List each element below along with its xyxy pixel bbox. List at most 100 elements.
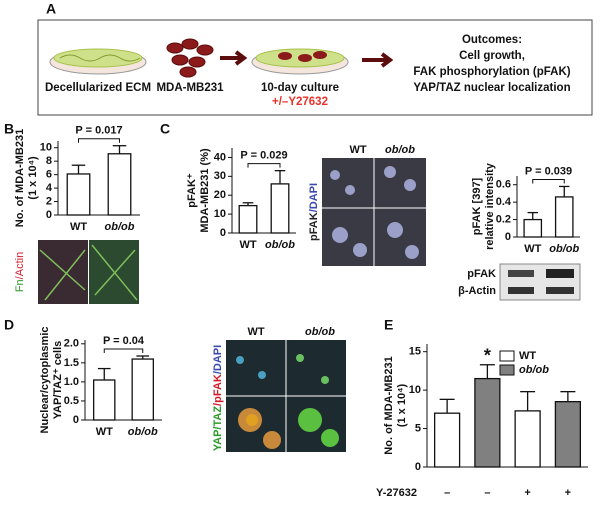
- y-tick-label: 1.0: [64, 376, 79, 388]
- bar: [514, 410, 541, 468]
- bar: [433, 412, 461, 468]
- y-axis-label: YAP/TAZ⁺ cells: [52, 341, 64, 420]
- arrow: [220, 50, 248, 66]
- significance-marker: *: [484, 346, 491, 366]
- y-axis-label: pFAK⁺: [186, 173, 198, 208]
- x-tick-label: WT: [524, 243, 541, 255]
- x-axis-label: Y-27632: [376, 487, 417, 499]
- x-tick-label: –: [444, 487, 450, 499]
- p-value: P = 0.017: [75, 125, 122, 137]
- cells-icon: [166, 38, 214, 78]
- y-axis-label: No. of MDA-MB231: [14, 129, 26, 227]
- y-tick-label: 5: [415, 422, 421, 434]
- y-tick-label: 8: [46, 155, 52, 167]
- x-tick-label: +: [524, 487, 530, 499]
- y-axis-label: Nuclear/cytoplasmic: [39, 327, 51, 434]
- group-label: ob/ob: [305, 326, 335, 338]
- x-tick-label: WT: [239, 239, 256, 251]
- significance-bracket: [103, 348, 144, 353]
- legend-swatch: [499, 364, 515, 376]
- legend-swatch: [499, 350, 515, 362]
- y-tick-label: 0: [46, 209, 52, 221]
- y-tick-label: 0: [73, 414, 79, 426]
- y-axis-label: No. of MDA-MB231: [383, 356, 395, 454]
- y-tick-label: 2.0: [64, 338, 79, 350]
- y-axis-label: (1 x 10⁴): [396, 383, 408, 427]
- stain-label: Fn/Actin: [14, 252, 26, 292]
- fiber: [39, 244, 138, 301]
- y-tick-label: 0.6: [496, 179, 511, 191]
- y-tick-label: 40: [214, 151, 226, 163]
- panel-label: A: [46, 1, 56, 17]
- cells: [236, 354, 339, 449]
- panel-label: C: [160, 121, 170, 137]
- x-tick-label: ob/ob: [105, 221, 135, 233]
- p-value: P = 0.029: [240, 150, 287, 162]
- micrograph: [38, 240, 88, 304]
- bar: [554, 401, 582, 468]
- y-tick-label: 0: [415, 461, 421, 473]
- y-tick-label: 0: [505, 231, 511, 243]
- y-tick-label: 0.2: [496, 213, 511, 225]
- stain-label: pFAK/DAPI: [308, 183, 320, 241]
- y-axis-label: pFAK [397]: [471, 177, 483, 235]
- significance-bracket: [78, 138, 120, 143]
- stain: /DAPI: [212, 345, 224, 374]
- p-value: P = 0.039: [525, 165, 572, 177]
- panel-label: E: [384, 317, 393, 333]
- x-tick-label: WT: [70, 221, 87, 233]
- stain: Fn: [14, 279, 26, 292]
- bar: [107, 153, 132, 216]
- y-tick-label: 10: [40, 142, 52, 154]
- band: [508, 270, 534, 277]
- schematic-text: Cell growth,: [459, 50, 525, 62]
- group-label: WT: [247, 326, 264, 338]
- schematic-text: MDA-MB231: [156, 82, 224, 94]
- y-tick-label: 10: [214, 208, 226, 220]
- x-tick-label: ob/ob: [549, 243, 579, 255]
- band: [546, 287, 574, 294]
- y-tick-label: 1.5: [64, 357, 79, 369]
- schematic-text: 10-day culture: [261, 82, 339, 94]
- blot-label: pFAK: [467, 268, 496, 280]
- stain-label: YAP/TAZ/pFAK/DAPI: [212, 345, 224, 451]
- y-tick-label: 20: [214, 189, 226, 201]
- group-label: WT: [349, 144, 366, 156]
- stain: /DAPI: [308, 183, 320, 212]
- y-tick-label: 0: [220, 227, 226, 239]
- y-tick-label: 10: [409, 384, 421, 396]
- x-tick-label: +: [565, 487, 571, 499]
- schematic-text: YAP/TAZ nuclear localization: [413, 82, 570, 94]
- stain: pFAK: [308, 212, 320, 241]
- y-axis-label: MDA-MB231 (%): [199, 148, 211, 233]
- x-tick-label: WT: [96, 426, 113, 438]
- bar: [131, 358, 154, 421]
- stain: /pFAK: [212, 374, 224, 406]
- stain: /Actin: [14, 252, 26, 280]
- bar: [93, 379, 116, 421]
- schematic-text: FAK phosphorylation (pFAK): [413, 66, 570, 78]
- legend-label: ob/ob: [519, 364, 549, 376]
- dish-culture: [251, 48, 349, 75]
- panel-label: B: [4, 121, 14, 137]
- band: [546, 269, 574, 278]
- y-tick-label: 15: [409, 346, 421, 358]
- bar: [474, 377, 501, 468]
- blot-label: β-Actin: [458, 285, 496, 297]
- x-tick-label: ob/ob: [128, 426, 158, 438]
- bar: [523, 218, 543, 238]
- schematic-text: +/–Y27632: [272, 96, 328, 108]
- y-tick-label: 4: [46, 182, 53, 194]
- group-label: ob/ob: [385, 144, 415, 156]
- significance-bracket: [532, 178, 565, 184]
- x-tick-label: –: [484, 487, 490, 499]
- schematic-text: Decellularized ECM: [45, 82, 151, 94]
- y-axis-label: (1 x 10⁴): [27, 156, 39, 200]
- bar: [554, 196, 574, 238]
- bar: [270, 183, 290, 234]
- y-tick-label: 0.4: [496, 196, 512, 208]
- nuclei: [330, 166, 419, 259]
- schematic-text: Outcomes:: [462, 34, 522, 46]
- legend-label: WT: [519, 350, 536, 362]
